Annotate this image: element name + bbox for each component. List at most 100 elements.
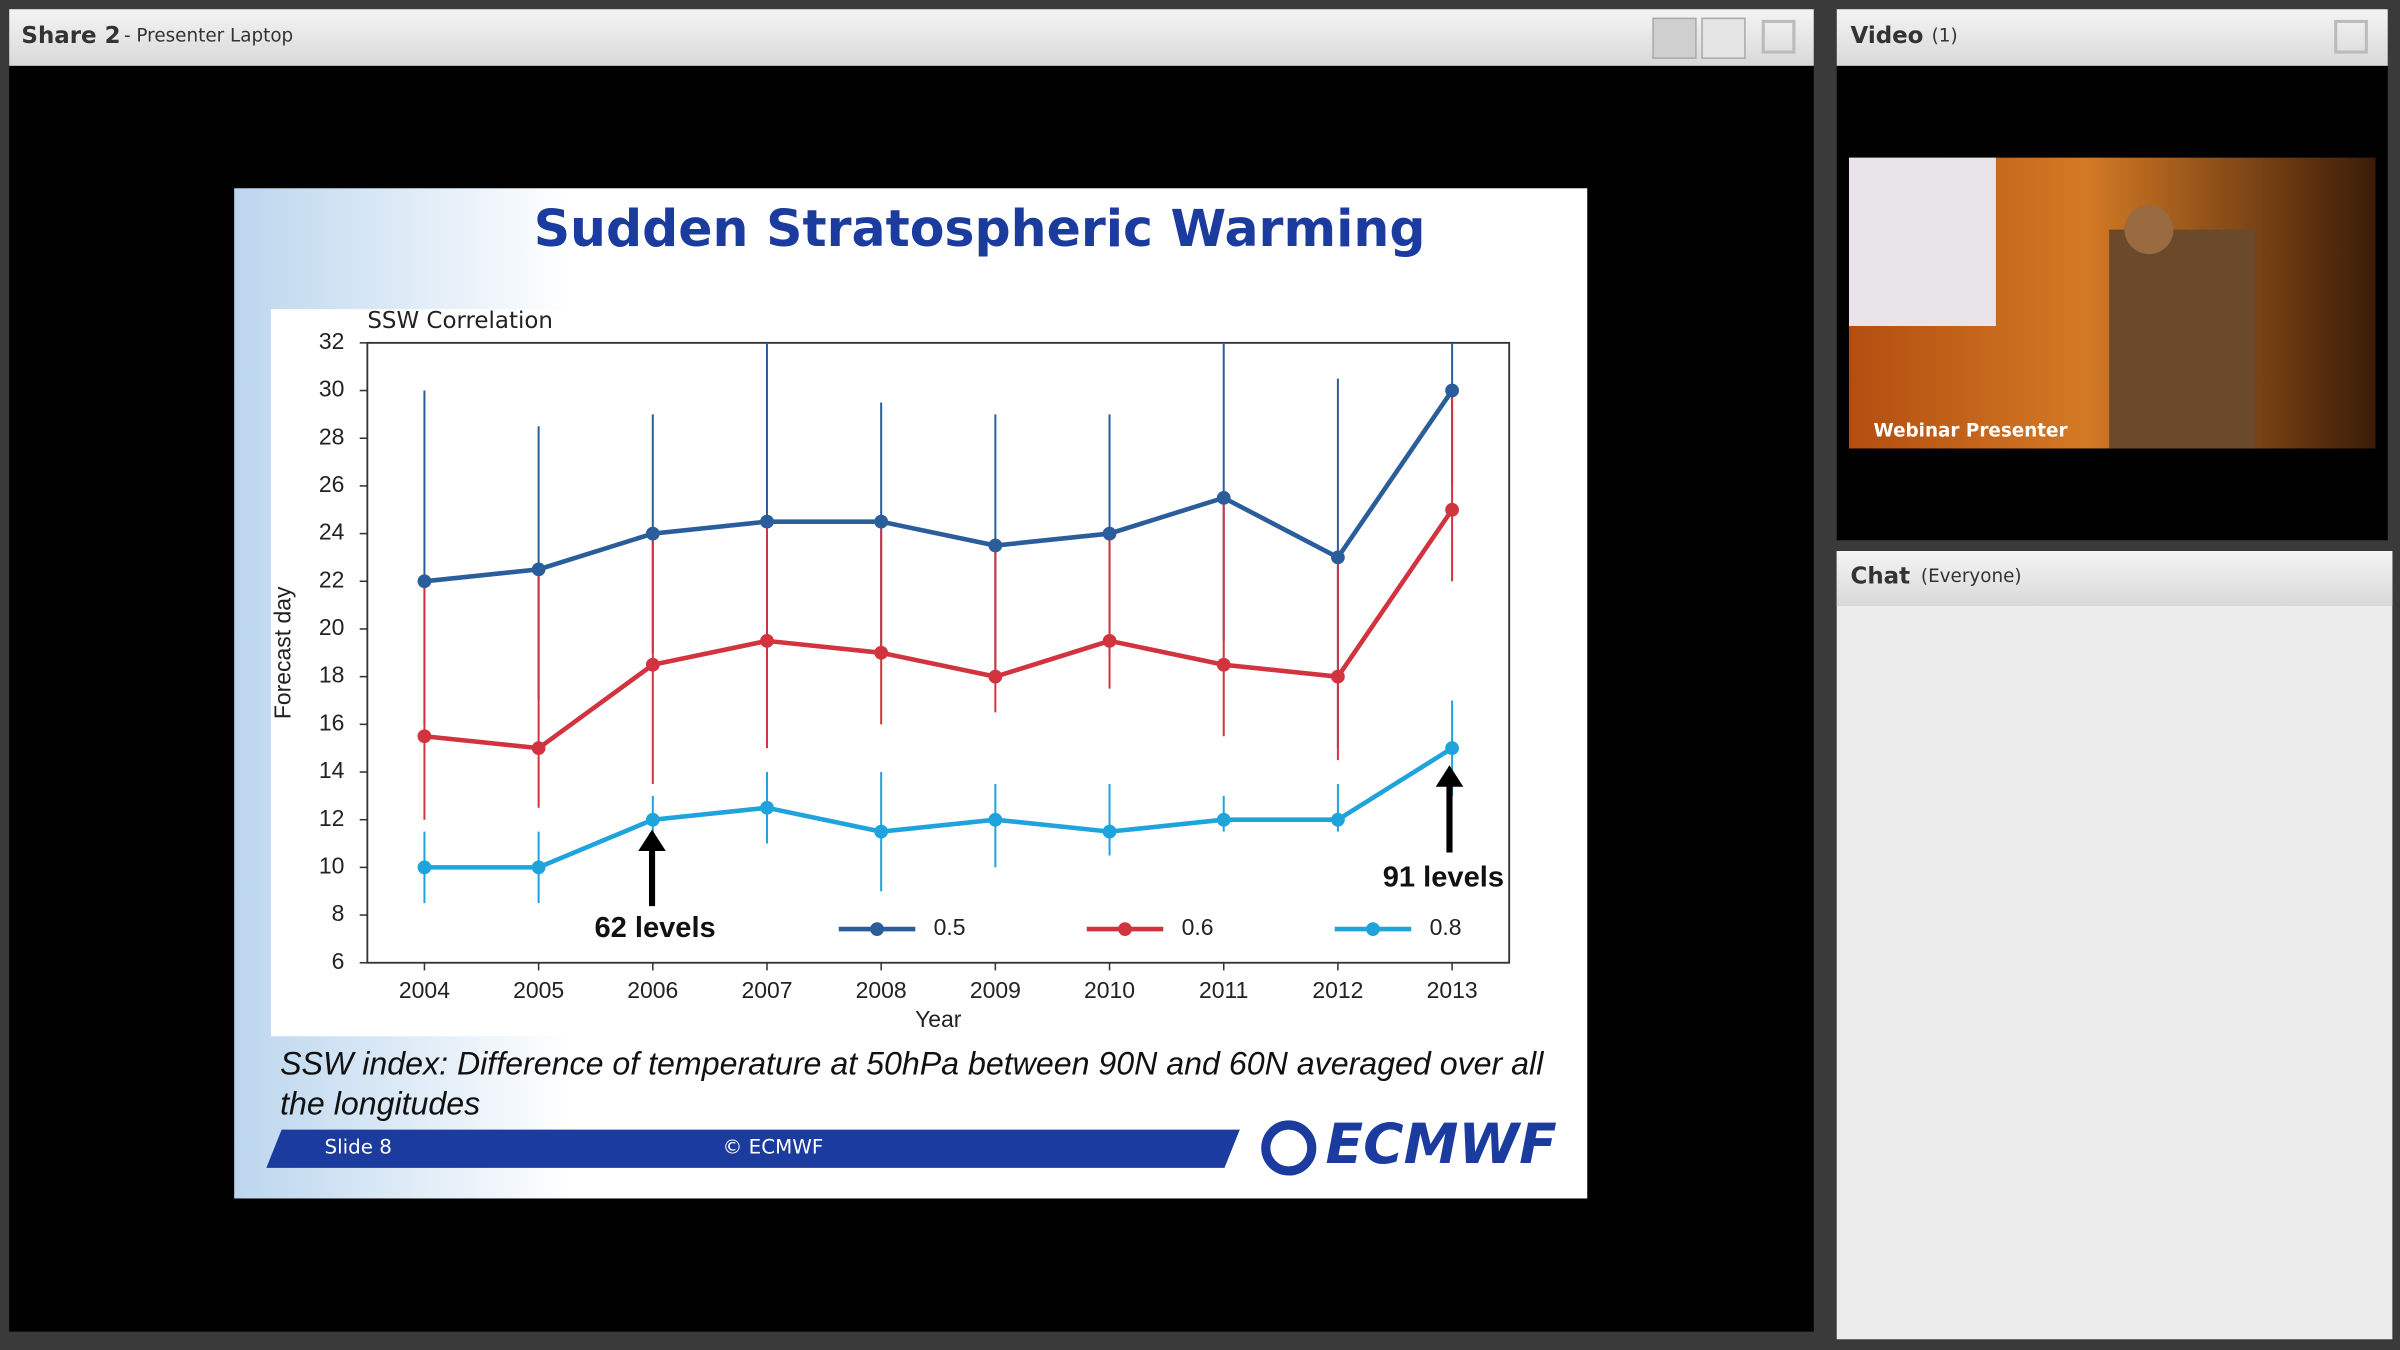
series-line bbox=[424, 746, 1454, 870]
chart: SSW Correlation Year Forecast day 6 8 10 12 14 1… bbox=[270, 308, 1511, 1032]
video-screen bbox=[1848, 157, 1996, 327]
annotation-arrowhead bbox=[638, 829, 666, 852]
layout-button[interactable] bbox=[1701, 17, 1746, 59]
point bbox=[760, 514, 774, 529]
slide-number: Slide 8 bbox=[324, 1135, 391, 1158]
plot-frame bbox=[366, 341, 1511, 964]
point bbox=[1445, 741, 1459, 756]
point bbox=[645, 812, 660, 827]
y-tick-label: 26 bbox=[319, 471, 345, 497]
caption-box: SSW index: Difference of temperature at … bbox=[280, 1046, 1544, 1122]
point bbox=[760, 633, 774, 648]
point bbox=[531, 562, 546, 577]
x-tick-label: 2010 bbox=[1084, 977, 1135, 1003]
video-title-bar bbox=[1836, 9, 2388, 66]
point bbox=[417, 574, 432, 589]
slide-title: Sudden Stratospheric Warming bbox=[534, 199, 1426, 258]
presenter-head bbox=[2124, 205, 2174, 255]
video-label: Webinar Presenter bbox=[1873, 421, 2067, 442]
x-tick-label: 2011 bbox=[1199, 977, 1248, 1003]
chart-title: SSW Correlation bbox=[367, 308, 553, 334]
point bbox=[531, 741, 546, 756]
video-count: (1) bbox=[1932, 26, 1958, 47]
x-tick-label: 2006 bbox=[627, 977, 678, 1003]
series-line bbox=[424, 508, 1454, 751]
y-tick-label: 8 bbox=[332, 900, 345, 926]
share-title: Share 2 bbox=[21, 23, 120, 49]
point bbox=[417, 729, 432, 744]
legend-label: 0.6 bbox=[1182, 914, 1214, 940]
y-tick-label: 24 bbox=[319, 519, 345, 545]
logo: ECMWF bbox=[1326, 1112, 1557, 1176]
point bbox=[645, 657, 660, 672]
x-tick-label: 2008 bbox=[856, 977, 907, 1003]
point bbox=[1445, 383, 1459, 398]
legend-marker bbox=[1118, 922, 1132, 936]
legend-marker bbox=[870, 922, 884, 936]
fullscreen-button[interactable] bbox=[2334, 19, 2368, 54]
chat-title-bar bbox=[1836, 551, 2393, 607]
point bbox=[988, 669, 1003, 684]
x-tick-label: 2007 bbox=[741, 977, 792, 1003]
annotation: 91 levels bbox=[1383, 861, 1504, 893]
legend-label: 0.8 bbox=[1430, 914, 1462, 940]
point bbox=[988, 538, 1003, 553]
point bbox=[1102, 633, 1117, 648]
point bbox=[874, 824, 889, 839]
legend-label: 0.5 bbox=[934, 914, 966, 940]
chat-title: Chat bbox=[1851, 564, 1911, 590]
annotation-arrowhead bbox=[1435, 765, 1464, 787]
footer-band bbox=[266, 1129, 1240, 1168]
point bbox=[1331, 812, 1345, 827]
point bbox=[531, 860, 546, 875]
y-tick-label: 32 bbox=[319, 328, 345, 354]
point bbox=[1216, 657, 1231, 672]
presenter bbox=[2109, 229, 2255, 449]
series-line bbox=[424, 389, 1454, 584]
y-tick-label: 6 bbox=[332, 948, 345, 974]
point bbox=[1216, 812, 1231, 827]
y-tick-label: 16 bbox=[319, 709, 345, 735]
point bbox=[874, 645, 889, 660]
y-tick-label: 30 bbox=[319, 376, 345, 402]
y-tick-label: 22 bbox=[319, 566, 345, 592]
point bbox=[1216, 490, 1231, 505]
chat-audience: (Everyone) bbox=[1921, 566, 2022, 587]
point bbox=[417, 860, 432, 875]
copyright: © ECMWF bbox=[722, 1135, 823, 1158]
slide-caption: SSW index: Difference of temperature at … bbox=[280, 1046, 1544, 1122]
point bbox=[1331, 550, 1345, 565]
x-tick-label: 2004 bbox=[399, 977, 450, 1003]
y-tick-label: 10 bbox=[319, 852, 345, 878]
share-subtitle: - Presenter Laptop bbox=[124, 26, 293, 47]
point bbox=[760, 800, 774, 815]
share-title-bar bbox=[9, 9, 1814, 66]
x-tick-label: 2013 bbox=[1427, 977, 1478, 1003]
video-title: Video bbox=[1851, 23, 1924, 49]
x-tick-label: 2005 bbox=[513, 977, 564, 1003]
layout-button[interactable] bbox=[1652, 17, 1697, 59]
chat-pod bbox=[1836, 551, 2393, 1340]
x-tick-label: 2012 bbox=[1312, 977, 1363, 1003]
point bbox=[645, 526, 660, 541]
y-tick-label: 18 bbox=[319, 662, 345, 688]
point bbox=[1102, 526, 1117, 541]
point bbox=[1102, 824, 1117, 839]
x-axis-label: Year bbox=[915, 1006, 962, 1032]
x-tick-label: 2009 bbox=[970, 977, 1021, 1003]
y-tick-label: 12 bbox=[319, 805, 345, 831]
y-tick-label: 14 bbox=[319, 757, 345, 783]
y-axis-label: Forecast day bbox=[270, 586, 296, 719]
y-tick-label: 28 bbox=[319, 423, 345, 449]
fullscreen-button[interactable] bbox=[1761, 19, 1796, 54]
y-tick-label: 20 bbox=[319, 614, 345, 640]
annotation: 62 levels bbox=[594, 912, 715, 944]
logo-mark bbox=[1261, 1120, 1317, 1176]
point bbox=[874, 514, 889, 529]
point bbox=[988, 812, 1003, 827]
point bbox=[1331, 669, 1345, 684]
legend-marker bbox=[1366, 922, 1380, 936]
point bbox=[1445, 502, 1459, 517]
